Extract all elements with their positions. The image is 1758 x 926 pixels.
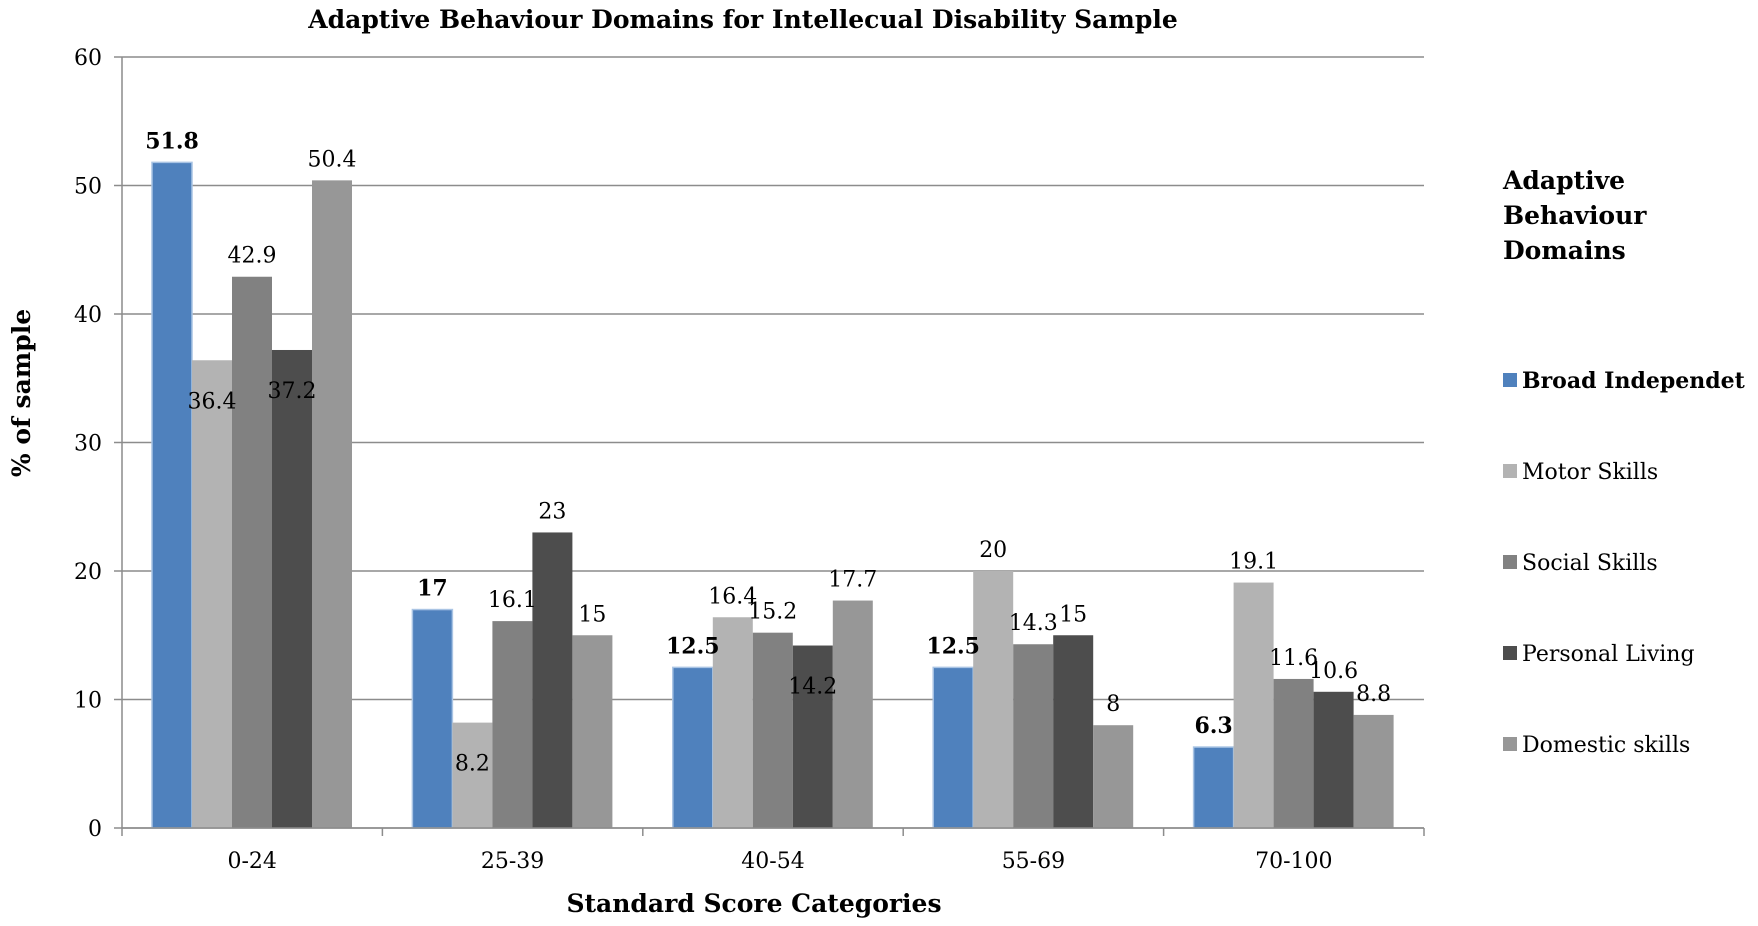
y-tick-label: 0 xyxy=(88,817,102,842)
bar xyxy=(712,617,753,828)
bar xyxy=(492,621,533,828)
data-label: 8.2 xyxy=(455,752,490,777)
data-label: 17.7 xyxy=(828,568,877,593)
bar xyxy=(973,571,1014,828)
bar xyxy=(1273,678,1314,828)
legend-item-label: Domestic skills xyxy=(1522,733,1690,758)
bar xyxy=(272,349,312,828)
bar xyxy=(1313,691,1354,828)
axes xyxy=(121,57,1425,836)
y-tick-label: 20 xyxy=(74,560,102,585)
x-tick-label: 55-69 xyxy=(1002,849,1065,874)
y-tick-label: 30 xyxy=(74,432,102,457)
legend-item-label: Motor Skills xyxy=(1522,460,1658,485)
y-tick-label: 50 xyxy=(74,175,102,200)
x-tick-label: 25-39 xyxy=(481,849,544,874)
bar xyxy=(151,161,193,829)
data-label: 8 xyxy=(1106,692,1120,717)
legend-swatch xyxy=(1503,464,1517,478)
data-label: 6.3 xyxy=(1194,713,1232,739)
bar xyxy=(932,666,974,829)
bar xyxy=(1053,635,1094,828)
bar xyxy=(232,276,272,828)
data-label: 12.5 xyxy=(666,633,720,659)
data-label: 20 xyxy=(979,538,1007,563)
x-tick-labels: 0-24 25-39 40-54 55-69 70-100 xyxy=(227,849,1332,874)
data-label: 8.8 xyxy=(1356,682,1391,707)
bar xyxy=(792,645,833,828)
data-label: 15 xyxy=(578,602,606,627)
bar xyxy=(832,600,873,828)
data-label: 14.2 xyxy=(788,675,837,700)
bar xyxy=(1233,582,1274,828)
legend-item-label: Broad Independet xyxy=(1522,368,1746,394)
bar xyxy=(192,360,232,828)
data-label: 10.6 xyxy=(1309,659,1358,684)
bar xyxy=(532,532,573,828)
data-label: 11.6 xyxy=(1269,646,1318,671)
legend-item-label: Personal Living xyxy=(1522,642,1695,667)
data-label: 14.3 xyxy=(1009,611,1058,636)
legend-title: Domains xyxy=(1503,236,1626,265)
y-tick-label: 60 xyxy=(74,46,102,71)
x-tick-label: 70-100 xyxy=(1255,849,1332,874)
legend-swatch xyxy=(1503,555,1517,569)
legend-swatch xyxy=(1503,373,1517,387)
bar xyxy=(1093,725,1134,828)
legend-item-label: Social Skills xyxy=(1522,551,1658,576)
data-label: 19.1 xyxy=(1229,550,1278,575)
legend-title: Adaptive xyxy=(1502,166,1625,195)
data-labels: 51.8 17 12.5 12.5 6.3 36.4 8.2 16.4 20 19.1 42.9 16… xyxy=(145,128,1391,776)
y-tick-label: 10 xyxy=(74,689,102,714)
data-label: 15 xyxy=(1059,602,1087,627)
data-label: 42.9 xyxy=(228,244,277,269)
data-label: 16.1 xyxy=(488,588,537,613)
bar xyxy=(572,635,613,828)
bar xyxy=(1353,714,1394,828)
data-label: 37.2 xyxy=(268,379,317,404)
legend-title: Behaviour xyxy=(1503,201,1647,230)
bar xyxy=(312,180,352,829)
bars xyxy=(151,161,1394,829)
bar xyxy=(752,632,793,828)
data-label: 12.5 xyxy=(926,633,980,659)
legend-swatch xyxy=(1503,646,1517,660)
legend: Adaptive Behaviour Domains Broad Independet… xyxy=(1502,166,1746,758)
chart-title: Adaptive Behaviour Domains for Intellecu… xyxy=(307,5,1177,34)
x-tick-label: 40-54 xyxy=(741,849,804,874)
bar xyxy=(672,666,714,829)
x-tick-label: 0-24 xyxy=(227,849,276,874)
data-label: 50.4 xyxy=(308,147,357,172)
bar xyxy=(452,722,493,828)
data-label: 23 xyxy=(538,499,566,524)
bar xyxy=(1192,746,1235,829)
y-axis-title: % of sample xyxy=(7,309,36,477)
bar xyxy=(411,608,454,829)
y-tick-label: 40 xyxy=(74,303,102,328)
legend-swatch xyxy=(1503,737,1517,751)
data-label: 36.4 xyxy=(188,389,237,414)
data-label: 51.8 xyxy=(145,128,199,154)
data-label: 17 xyxy=(417,576,448,602)
bar xyxy=(1013,644,1054,828)
x-axis-title: Standard Score Categories xyxy=(566,889,941,918)
y-tick-labels: 0 10 20 30 40 50 60 xyxy=(74,46,102,842)
data-label: 15.2 xyxy=(748,600,797,625)
data-label: 16.4 xyxy=(708,584,757,609)
